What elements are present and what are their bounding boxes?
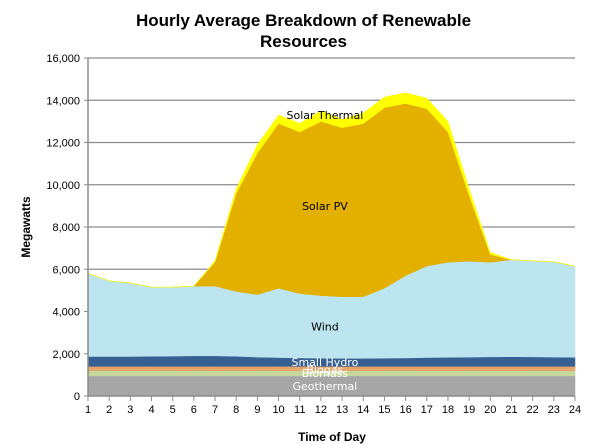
area-solar-thermal <box>87 92 576 288</box>
chart-title-line-1: Hourly Average Breakdown of Renewable <box>135 11 472 30</box>
y-tick-label: 14,000 <box>46 95 80 107</box>
x-tick-label: 1 <box>85 404 91 416</box>
x-tick-label: 5 <box>170 404 176 416</box>
area-label-solar-pv: Solar PV <box>302 200 348 213</box>
x-tick-label: 3 <box>127 404 133 416</box>
y-tick-label: 6,000 <box>52 264 80 276</box>
x-tick-label: 22 <box>527 404 539 416</box>
y-tick-label: 10,000 <box>46 180 80 192</box>
area-label-solar-thermal: Solar Thermal <box>286 109 363 122</box>
x-tick-label: 24 <box>569 404 581 416</box>
x-tick-label: 19 <box>463 404 475 416</box>
x-tick-label: 2 <box>106 404 112 416</box>
x-tick-label: 6 <box>191 404 197 416</box>
x-tick-label: 20 <box>484 404 496 416</box>
y-tick-label: 12,000 <box>46 138 80 150</box>
x-tick-label: 12 <box>315 404 327 416</box>
area-label-small-hydro: Small Hydro <box>291 356 358 369</box>
area-label-biomass: Biomass <box>302 367 349 380</box>
area-label-geothermal: Geothermal <box>292 380 357 393</box>
x-tick-label: 13 <box>336 404 348 416</box>
x-tick-label: 11 <box>294 404 305 416</box>
x-tick-label: 18 <box>442 404 454 416</box>
x-tick-label: 14 <box>357 404 369 416</box>
x-tick-label: 7 <box>212 404 218 416</box>
x-tick-label: 21 <box>505 404 517 416</box>
chart-title-line-2: Resources <box>260 32 347 51</box>
stacked-areas <box>87 92 576 397</box>
x-tick-label: 10 <box>272 404 284 416</box>
y-tick-label: 0 <box>74 391 80 403</box>
x-tick-label: 8 <box>233 404 239 416</box>
x-tick-label: 16 <box>399 404 411 416</box>
x-tick-label: 9 <box>254 404 260 416</box>
y-tick-label: 8,000 <box>52 222 80 234</box>
x-tick-label: 17 <box>421 404 433 416</box>
x-tick-label: 23 <box>548 404 560 416</box>
axes: 0 2,000 4,000 6,000 8,000 10,000 12,000 14,000 1… <box>46 53 581 416</box>
chart-title: Hourly Average Breakdown of Renewable Re… <box>0 10 607 52</box>
y-tick-label: 2,000 <box>52 349 80 361</box>
area-label-biogas: Biogas <box>307 364 344 377</box>
x-axis-label: Time of Day <box>298 430 366 444</box>
y-tick-label: 4,000 <box>52 307 80 319</box>
y-tick-label: 16,000 <box>46 53 80 65</box>
y-axis-label: Megawatts <box>19 196 33 258</box>
area-label-wind: Wind <box>311 320 339 333</box>
x-tick-label: 4 <box>148 404 154 416</box>
x-tick-label: 15 <box>378 404 390 416</box>
